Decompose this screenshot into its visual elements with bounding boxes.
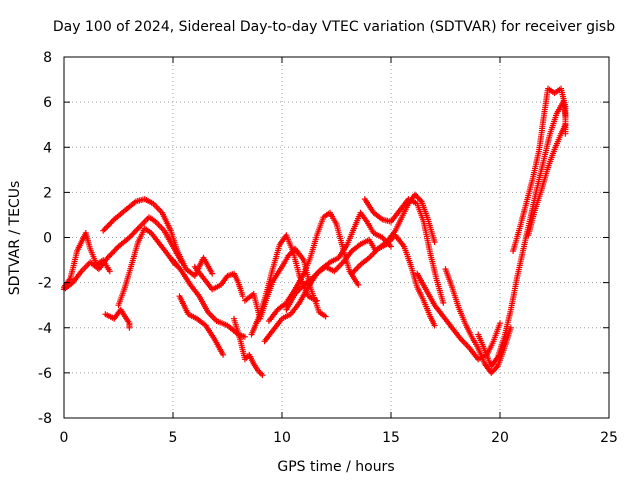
series-track xyxy=(170,257,248,340)
series-track xyxy=(176,293,227,358)
series-track xyxy=(361,196,447,306)
series-points xyxy=(348,232,438,329)
series-track xyxy=(102,306,133,331)
series-points xyxy=(191,263,246,300)
chart-title: Day 100 of 2024, Sidereal Day-to-day VTE… xyxy=(53,19,615,35)
x-tick-label: 0 xyxy=(60,430,69,446)
x-axis-label: GPS time / hours xyxy=(277,459,394,475)
data-series xyxy=(61,85,569,379)
series-points xyxy=(525,121,569,239)
series-track xyxy=(510,85,569,254)
series-points xyxy=(115,225,179,309)
series-points xyxy=(442,266,514,376)
series-track xyxy=(348,232,438,329)
series-track xyxy=(283,209,394,313)
y-tick-label: -2 xyxy=(38,276,52,292)
y-tick-label: 6 xyxy=(43,95,52,111)
y-axis-label: SDTVAR / TECUs xyxy=(7,181,23,296)
series-points xyxy=(475,99,569,370)
series-track xyxy=(241,245,329,322)
series-points xyxy=(176,293,227,358)
series-points xyxy=(100,196,216,279)
series-track xyxy=(265,209,362,324)
x-tick-label: 25 xyxy=(600,430,618,446)
series-track xyxy=(231,315,266,379)
axis-ticks xyxy=(63,56,610,419)
series-points xyxy=(102,306,133,331)
series-track xyxy=(100,196,216,279)
series-points xyxy=(265,209,362,324)
x-tick-label: 20 xyxy=(491,430,509,446)
series-track xyxy=(525,121,569,239)
series-points xyxy=(361,196,447,306)
y-tick-label: 0 xyxy=(43,231,52,247)
y-tick-label: -8 xyxy=(38,411,52,427)
y-tick-label: -6 xyxy=(38,366,52,382)
series-points xyxy=(241,245,329,322)
y-tick-label: 2 xyxy=(43,185,52,201)
axis-tick-labels: 0 5 10 15 20 25 -8 -6 -4 -2 0 2 4 6 8 xyxy=(38,50,618,446)
series-points xyxy=(170,257,248,340)
grid-lines xyxy=(64,57,609,418)
series-points xyxy=(283,209,394,313)
x-tick-label: 15 xyxy=(382,430,400,446)
series-track xyxy=(442,266,514,376)
series-track xyxy=(475,99,569,370)
series-track xyxy=(191,263,246,300)
x-tick-label: 10 xyxy=(273,430,291,446)
series-points xyxy=(510,85,569,254)
series-track xyxy=(115,225,179,309)
y-tick-label: 4 xyxy=(43,140,52,156)
y-tick-label: -4 xyxy=(38,321,52,337)
series-points xyxy=(231,315,266,379)
y-tick-label: 8 xyxy=(43,50,52,66)
x-tick-label: 5 xyxy=(169,430,178,446)
